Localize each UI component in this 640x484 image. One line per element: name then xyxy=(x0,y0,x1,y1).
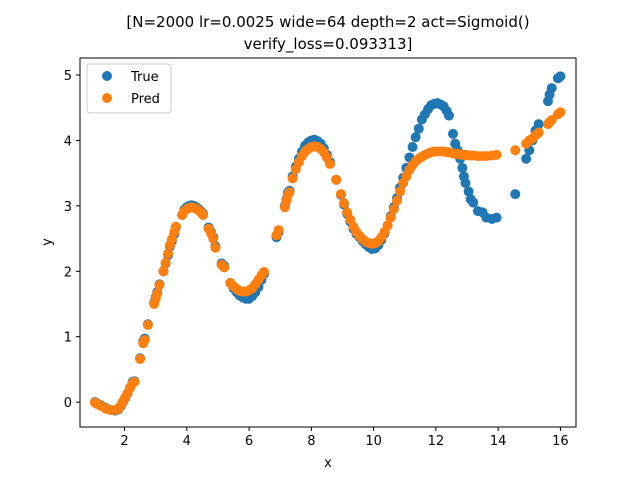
x-tick-label: 2 xyxy=(120,434,128,449)
x-tick-label: 4 xyxy=(183,434,191,449)
point-pred xyxy=(219,262,230,273)
x-tick-label: 16 xyxy=(552,434,569,449)
legend-marker-pred xyxy=(102,93,112,103)
point-true xyxy=(407,141,418,152)
point-pred xyxy=(259,266,270,277)
point-pred xyxy=(158,266,169,277)
point-pred xyxy=(331,174,342,185)
x-tick-label: 14 xyxy=(490,434,507,449)
point-pred xyxy=(160,257,171,268)
point-pred xyxy=(154,280,165,291)
point-pred xyxy=(273,225,284,236)
legend-marker-true xyxy=(102,71,112,81)
y-tick-label: 0 xyxy=(64,396,72,411)
point-pred xyxy=(139,334,150,345)
point-pred xyxy=(555,107,566,118)
point-pred xyxy=(391,195,402,206)
point-pred xyxy=(533,127,544,138)
legend-label-pred: Pred xyxy=(131,92,160,107)
point-pred xyxy=(210,242,221,253)
y-axis-label: y xyxy=(40,238,55,246)
point-true xyxy=(443,110,454,121)
legend-label-true: True xyxy=(130,70,159,85)
point-pred xyxy=(385,212,396,223)
chart-title-line-1: [N=2000 lr=0.0025 wide=64 depth=2 act=Si… xyxy=(126,13,529,31)
y-tick-label: 4 xyxy=(64,134,72,149)
chart-title-line-2: verify_loss=0.093313] xyxy=(244,35,413,54)
point-pred xyxy=(339,198,350,209)
point-true xyxy=(413,123,424,134)
point-pred xyxy=(208,233,219,244)
x-axis-ticks: 2 4 6 8 10 12 14 16 xyxy=(120,427,569,449)
point-pred xyxy=(382,220,393,231)
point-true xyxy=(533,119,544,130)
y-tick-label: 1 xyxy=(64,331,72,346)
y-axis-ticks: 0 1 2 3 4 5 xyxy=(64,69,80,411)
point-true xyxy=(448,128,459,139)
point-pred xyxy=(129,376,140,387)
point-pred xyxy=(325,158,336,169)
point-true xyxy=(463,186,474,197)
point-true xyxy=(510,189,521,200)
x-tick-label: 10 xyxy=(365,434,382,449)
point-pred xyxy=(284,187,295,198)
point-pred xyxy=(287,173,298,184)
point-true xyxy=(468,197,479,208)
legend: True Pred xyxy=(86,63,172,114)
point-pred xyxy=(142,319,153,330)
y-tick-label: 2 xyxy=(64,265,72,280)
point-true xyxy=(410,132,421,143)
point-pred xyxy=(491,149,502,160)
point-pred xyxy=(170,221,181,232)
point-pred xyxy=(135,353,146,364)
x-tick-label: 6 xyxy=(245,434,253,449)
x-tick-label: 12 xyxy=(428,434,445,449)
y-tick-label: 5 xyxy=(64,69,72,84)
series-pred xyxy=(89,107,566,415)
y-tick-label: 3 xyxy=(64,200,72,215)
point-pred xyxy=(152,288,163,299)
point-true xyxy=(555,71,566,82)
plot-area xyxy=(79,57,577,428)
point-pred xyxy=(395,186,406,197)
point-true xyxy=(457,162,468,173)
point-true xyxy=(546,83,557,94)
point-pred xyxy=(388,204,399,215)
x-axis-label: x xyxy=(324,456,332,471)
x-tick-label: 8 xyxy=(307,434,315,449)
point-true xyxy=(521,153,532,164)
point-pred xyxy=(335,189,346,200)
point-pred xyxy=(163,248,174,259)
point-pred xyxy=(546,115,557,126)
point-true xyxy=(460,177,471,188)
point-pred xyxy=(197,210,208,221)
point-pred xyxy=(510,145,521,156)
point-true xyxy=(491,212,502,223)
